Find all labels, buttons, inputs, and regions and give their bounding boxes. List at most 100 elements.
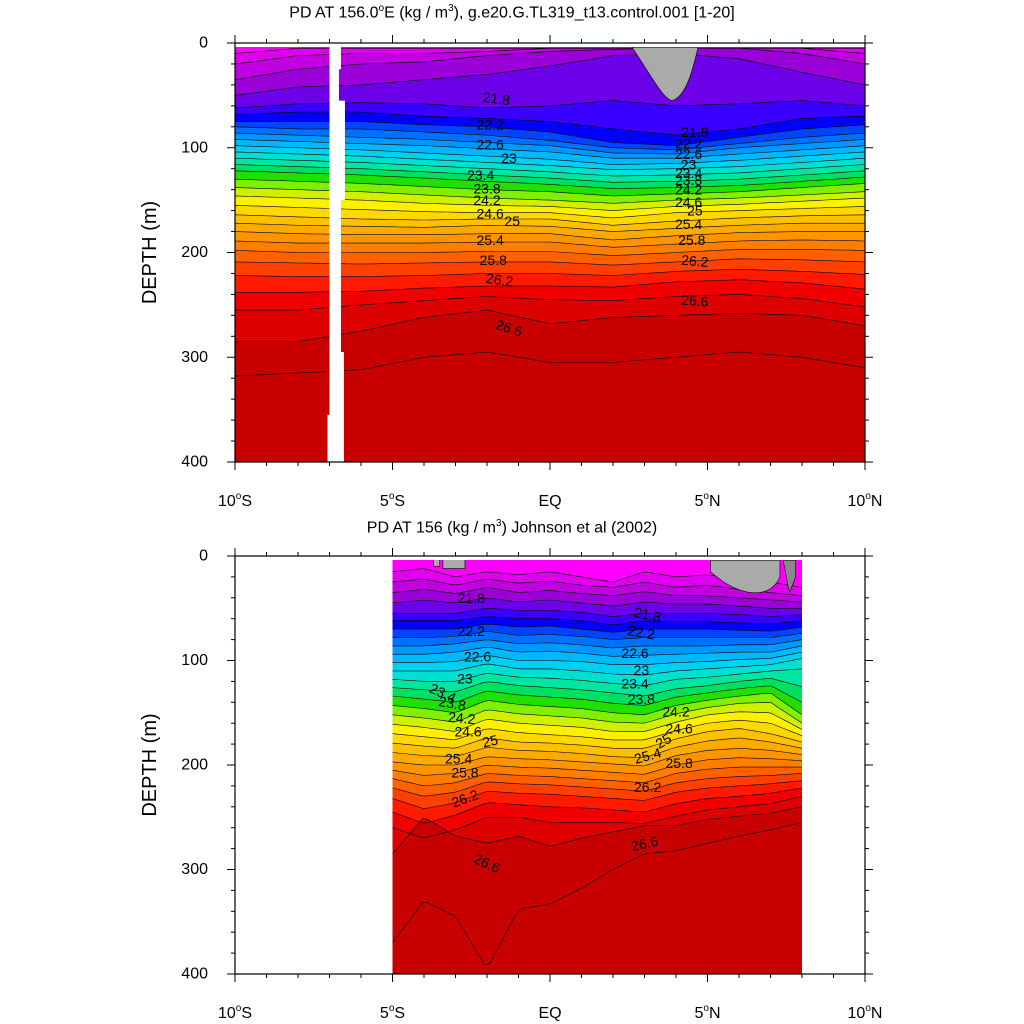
density-band bbox=[392, 686, 802, 715]
density-band bbox=[392, 720, 802, 749]
surface-mask bbox=[782, 560, 796, 594]
density-band bbox=[235, 310, 865, 377]
contour-line bbox=[392, 678, 802, 697]
contour-line bbox=[392, 711, 802, 732]
contour-label: 25.4 bbox=[477, 232, 504, 248]
contour-label: 22.2 bbox=[477, 117, 504, 133]
contour-label: 25 bbox=[653, 730, 675, 752]
contour-label: 23 bbox=[634, 662, 650, 678]
contour-label: 25.4 bbox=[675, 216, 702, 232]
density-band bbox=[392, 678, 802, 706]
contour-label: 24.2 bbox=[473, 192, 500, 208]
density-band bbox=[235, 231, 865, 248]
density-band bbox=[235, 112, 865, 146]
contour-line bbox=[392, 773, 802, 797]
density-band bbox=[392, 560, 802, 588]
contour-line bbox=[392, 597, 802, 609]
density-band bbox=[392, 624, 802, 640]
contour-label: 25 bbox=[504, 213, 520, 229]
density-band bbox=[392, 728, 802, 758]
contour-line bbox=[392, 616, 802, 626]
density-band bbox=[392, 806, 802, 965]
contour-line bbox=[392, 766, 802, 787]
contour-label: 24.2 bbox=[675, 182, 702, 198]
density-band bbox=[392, 693, 802, 724]
y-tick-label: 0 bbox=[199, 35, 208, 52]
density-band bbox=[235, 53, 865, 108]
contour-line bbox=[392, 623, 802, 633]
x-tick-label: 10oN bbox=[848, 491, 883, 510]
contour-label: 24.6 bbox=[666, 720, 693, 736]
x-tick-label: EQ bbox=[538, 1005, 561, 1022]
x-tick-label: 5oS bbox=[380, 491, 405, 510]
x-tick-label: EQ bbox=[538, 493, 561, 510]
density-band bbox=[392, 702, 802, 732]
contour-line bbox=[392, 608, 802, 617]
density-band bbox=[235, 48, 865, 80]
contour-label: 22.6 bbox=[477, 137, 504, 153]
density-band bbox=[235, 179, 865, 204]
contour-label: 23.8 bbox=[628, 691, 655, 707]
density-band bbox=[392, 738, 802, 766]
density-band bbox=[235, 205, 865, 226]
y-tick-label: 100 bbox=[181, 139, 208, 156]
contour-label: 25 bbox=[481, 731, 500, 750]
density-band bbox=[235, 47, 865, 54]
density-band bbox=[235, 48, 865, 64]
contour-label: 23.4 bbox=[675, 165, 702, 181]
density-band bbox=[392, 767, 802, 797]
contour-label: 25 bbox=[687, 203, 703, 219]
density-band bbox=[392, 608, 802, 625]
density-band bbox=[235, 294, 865, 342]
density-band bbox=[392, 616, 802, 633]
contour-label: 23 bbox=[457, 670, 473, 686]
y-axis-label: DEPTH (m) bbox=[139, 713, 161, 816]
contour-line bbox=[392, 780, 802, 809]
contour-label: 24.2 bbox=[662, 704, 689, 720]
contour-label: 22.6 bbox=[621, 645, 648, 661]
y-tick-label: 400 bbox=[181, 966, 208, 983]
contour-line bbox=[392, 757, 802, 776]
contour-line bbox=[392, 692, 802, 716]
contour-line bbox=[392, 658, 802, 676]
contour-label: 23.4 bbox=[621, 675, 648, 691]
contour-line bbox=[392, 685, 802, 706]
contour-label: 22.2 bbox=[458, 623, 485, 639]
density-band bbox=[392, 598, 802, 617]
contour-label: 26.6 bbox=[630, 833, 660, 854]
contour-line bbox=[392, 737, 802, 758]
contour-label: 22.2 bbox=[627, 622, 657, 643]
contour-line bbox=[392, 748, 802, 767]
density-band bbox=[235, 214, 865, 232]
x-tick-label: 5oS bbox=[380, 1003, 405, 1022]
contour-label: 23.8 bbox=[473, 181, 500, 197]
x-tick-label: 5oN bbox=[694, 491, 720, 510]
contour-label: 25.8 bbox=[480, 252, 507, 268]
contour-label: 23.4 bbox=[467, 167, 494, 183]
density-band bbox=[235, 133, 865, 159]
density-band bbox=[235, 249, 865, 266]
density-band bbox=[235, 195, 865, 218]
y-tick-label: 300 bbox=[181, 349, 208, 366]
contour-line bbox=[392, 822, 802, 966]
data-gap bbox=[327, 47, 345, 462]
density-band bbox=[392, 788, 802, 838]
surface-mask bbox=[433, 560, 441, 567]
contour-label: 26.6 bbox=[681, 292, 710, 310]
y-tick-label: 300 bbox=[181, 861, 208, 878]
density-band bbox=[392, 668, 802, 696]
contour-line bbox=[392, 578, 802, 596]
x-tick-label: 10oS bbox=[218, 491, 252, 510]
density-band bbox=[235, 239, 865, 256]
contour-line bbox=[392, 631, 802, 640]
contour-label: 21.8 bbox=[482, 89, 511, 109]
density-band bbox=[392, 631, 802, 648]
contour-field bbox=[235, 47, 865, 462]
contour-label: 21.8 bbox=[458, 590, 485, 606]
surface-mask bbox=[631, 47, 699, 101]
contour-label: 25.8 bbox=[678, 232, 705, 248]
density-band bbox=[392, 639, 802, 657]
contour-line bbox=[392, 668, 802, 686]
contour-line bbox=[392, 645, 802, 657]
